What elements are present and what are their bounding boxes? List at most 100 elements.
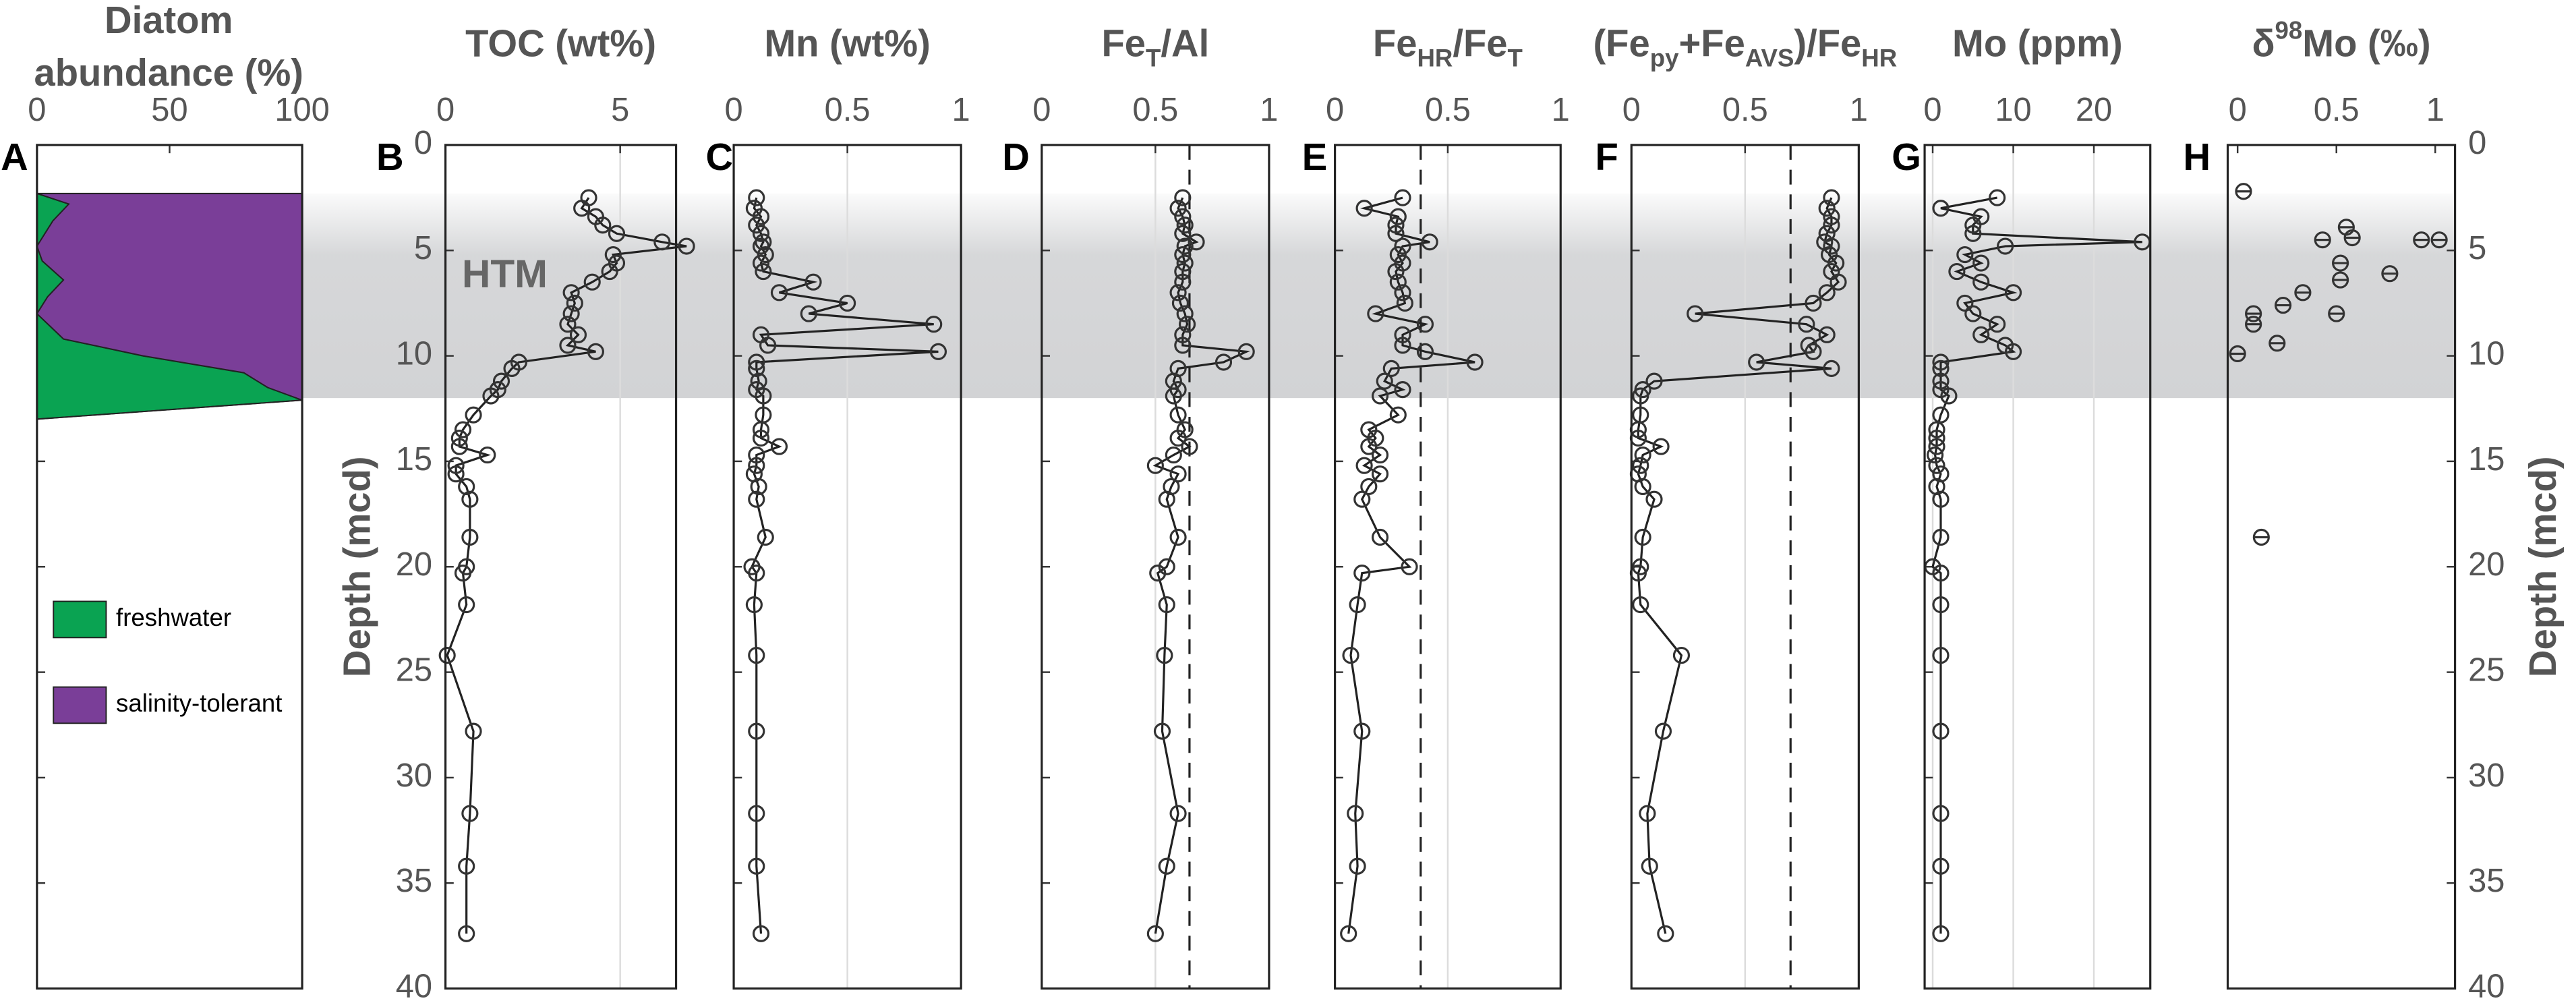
data-point <box>1376 372 1393 390</box>
data-point <box>1927 446 1944 464</box>
data-point <box>1932 200 1950 217</box>
data-point <box>1387 225 1405 242</box>
title-part: py <box>1650 45 1679 72</box>
data-point <box>752 925 770 942</box>
data-point <box>1932 528 1950 546</box>
data-point <box>458 925 475 942</box>
profile-line <box>1637 197 1840 934</box>
data-point <box>1634 528 1651 546</box>
data-point <box>1347 805 1364 822</box>
data-point <box>482 387 500 405</box>
data-point <box>1174 262 1192 281</box>
data-point <box>1169 528 1187 546</box>
data-point <box>1928 457 1945 474</box>
data-point <box>1165 446 1182 464</box>
data-point <box>1829 273 1847 291</box>
title-part: AVS <box>1745 45 1794 72</box>
title-part: (Fe <box>1593 22 1649 64</box>
data-point <box>750 372 767 390</box>
title-part: T <box>1146 45 1161 72</box>
title-part: 98 <box>2275 17 2303 45</box>
data-point <box>492 372 510 390</box>
data-point <box>1932 596 1950 614</box>
data-point <box>752 225 770 242</box>
data-point <box>1176 305 1194 322</box>
data-point <box>1672 646 1691 664</box>
data-point <box>438 646 456 664</box>
data-point <box>1823 189 1840 206</box>
data-point <box>1818 200 1836 217</box>
y-tick-label: 20 <box>2468 546 2505 583</box>
y-tick-label: 35 <box>396 863 432 899</box>
data-point <box>748 217 765 234</box>
data-point <box>1394 284 1411 302</box>
chart-title: FeT/Al <box>1102 22 1210 71</box>
data-point <box>447 457 465 474</box>
data-point <box>1956 294 1974 312</box>
data-point <box>566 294 583 312</box>
data-point <box>1382 360 1400 377</box>
x-tick-label: 50 <box>151 92 187 128</box>
data-point <box>1805 343 1822 360</box>
x-tick-label: 1 <box>1260 92 1278 128</box>
data-point <box>479 446 496 464</box>
chart-title: δ98Mo (‰) <box>2252 17 2430 65</box>
x-tick-label: 0.5 <box>1425 92 1471 128</box>
data-point <box>1394 237 1411 255</box>
data-point <box>1394 337 1411 354</box>
x-tick-label: 0.5 <box>1132 92 1178 128</box>
data-point <box>1798 316 1815 333</box>
data-point <box>1181 438 1198 455</box>
x-tick-label: 0 <box>1622 92 1641 128</box>
data-point <box>1823 237 1840 255</box>
panel-frame <box>1630 144 1860 990</box>
title-part: +Fe <box>1678 22 1745 64</box>
legend-swatch <box>53 686 107 724</box>
x-tick-label: 0 <box>28 92 46 128</box>
data-point <box>748 490 765 508</box>
data-point <box>1174 246 1192 264</box>
data-point <box>759 337 777 354</box>
data-point <box>461 490 479 508</box>
data-point <box>2004 284 2022 302</box>
y-tick-label: 0 <box>414 125 432 161</box>
chart-title: (Fepy+FeAVS)/FeHR <box>1593 22 1897 71</box>
data-point <box>1932 372 1950 390</box>
data-point <box>1989 316 2006 333</box>
data-point <box>1174 326 1192 343</box>
chart-title: Diatom <box>105 0 233 41</box>
data-point <box>447 465 465 483</box>
data-point <box>755 262 772 281</box>
data-point <box>1176 217 1194 234</box>
data-point <box>1149 565 1167 582</box>
data-point <box>461 805 479 822</box>
data-point <box>503 360 521 377</box>
x-tick-label: 10 <box>1995 92 2031 128</box>
data-point <box>1401 558 1418 575</box>
data-point <box>1146 457 1164 474</box>
data-point <box>748 646 765 664</box>
data-point <box>1371 528 1389 546</box>
data-point <box>1932 490 1950 508</box>
data-point <box>1349 857 1366 875</box>
data-point <box>1389 246 1407 264</box>
data-point <box>1355 200 1373 217</box>
data-point <box>748 353 765 371</box>
data-point <box>678 237 695 255</box>
data-point <box>573 200 591 217</box>
x-tick-label: 0 <box>1032 92 1051 128</box>
panel-label: E <box>1302 136 1327 178</box>
data-point <box>1972 326 1990 343</box>
chart-title: FeHR/FeT <box>1373 22 1523 71</box>
data-point <box>1632 387 1649 405</box>
chart-title: Mn (wt%) <box>764 22 930 64</box>
data-point <box>1805 294 1822 312</box>
x-tick-label: 1 <box>952 92 970 128</box>
data-point <box>1932 353 1950 371</box>
y-tick-label: 5 <box>2468 230 2486 266</box>
data-point <box>1153 722 1171 740</box>
data-point <box>1394 326 1411 343</box>
panel-label: D <box>1002 136 1030 178</box>
title-part: HR <box>1417 45 1453 72</box>
data-point <box>1389 208 1407 225</box>
